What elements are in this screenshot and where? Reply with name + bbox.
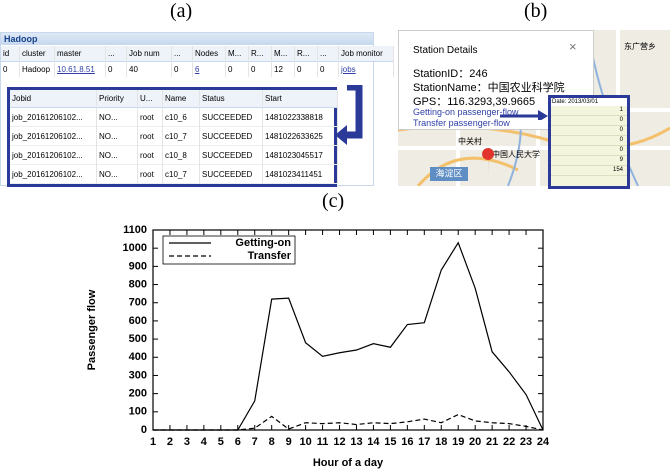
x-tick-label: 8: [269, 436, 275, 448]
x-tick-label: 1: [150, 436, 156, 448]
x-tick-label: 14: [367, 436, 380, 448]
x-tick-label: 20: [469, 436, 481, 448]
y-tick-label: 100: [129, 406, 147, 418]
y-tick-label: 900: [129, 260, 147, 272]
x-tick-label: 4: [201, 436, 208, 448]
y-tick-label: 500: [129, 333, 147, 345]
legend-label: Getting-on: [235, 237, 291, 249]
x-tick-label: 13: [350, 436, 362, 448]
x-tick-label: 21: [486, 436, 498, 448]
y-tick-label: 1000: [123, 242, 147, 254]
x-tick-label: 19: [452, 436, 464, 448]
y-tick-label: 200: [129, 388, 147, 400]
x-axis-label: Hour of a day: [313, 457, 384, 469]
x-tick-label: 10: [299, 436, 311, 448]
chart: Passenger flow Hour of a day 0 100 200 300 4…: [0, 0, 670, 472]
figure: (a) (b) (c) Hadoop idclustermaster...Job…: [0, 0, 670, 472]
y-tick-label: 400: [129, 351, 147, 363]
x-tick-label: 23: [520, 436, 532, 448]
y-tick-label: 1100: [123, 224, 147, 236]
series-line: [153, 243, 543, 430]
x-tick-label: 9: [286, 436, 292, 448]
x-tick-label: 11: [317, 436, 329, 448]
y-tick-label: 800: [129, 278, 147, 290]
y-tick-label: 600: [129, 315, 147, 327]
x-tick-label: 6: [235, 436, 241, 448]
x-tick-label: 16: [401, 436, 413, 448]
y-tick-label: 700: [129, 297, 147, 309]
series-line: [153, 415, 543, 430]
legend-label: Transfer: [248, 250, 292, 262]
x-tick-label: 2: [167, 436, 173, 448]
x-tick-label: 12: [333, 436, 345, 448]
y-axis-label: Passenger flow: [86, 289, 98, 370]
x-tick-label: 17: [418, 436, 430, 448]
x-tick-label: 18: [435, 436, 447, 448]
x-tick-label: 24: [537, 436, 550, 448]
y-tick-label: 0: [141, 424, 147, 436]
x-tick-label: 3: [184, 436, 190, 448]
y-tick-label: 300: [129, 369, 147, 381]
x-tick-label: 5: [218, 436, 224, 448]
x-tick-label: 15: [384, 436, 396, 448]
x-tick-label: 7: [252, 436, 258, 448]
x-tick-label: 22: [503, 436, 515, 448]
